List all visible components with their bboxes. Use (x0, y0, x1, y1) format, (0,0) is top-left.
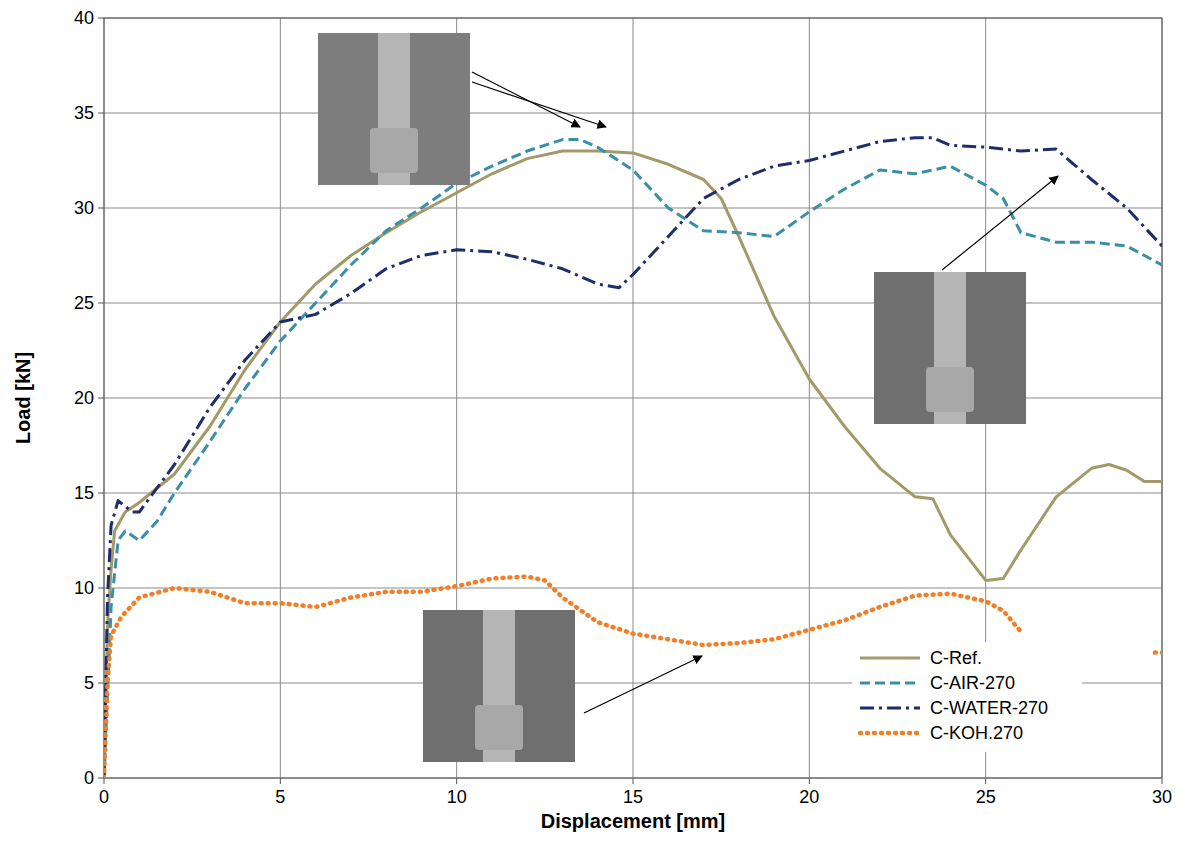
specimen-photo (874, 272, 1026, 424)
x-tick (280, 778, 281, 784)
y-tick-label: 5 (84, 673, 94, 693)
y-tick-label: 10 (74, 578, 94, 598)
legend-swatch (860, 682, 920, 685)
series-line (104, 140, 1162, 778)
x-tick-label: 5 (275, 787, 285, 807)
photo-bolt-head (926, 367, 974, 412)
x-tick-label: 10 (447, 787, 467, 807)
series-line (104, 577, 1162, 778)
specimen-photo (318, 33, 470, 185)
photo-background (423, 610, 575, 762)
legend-swatch (860, 731, 920, 736)
y-tick (98, 588, 104, 589)
y-grid (104, 588, 1162, 589)
x-tick (809, 778, 810, 784)
arrow (942, 176, 1058, 270)
photo-bolt-head (475, 705, 523, 750)
x-tick (633, 778, 634, 784)
y-tick (98, 303, 104, 304)
arrow (472, 82, 606, 127)
y-tick-label: 35 (74, 103, 94, 123)
y-tick (98, 208, 104, 209)
y-axis-title: Load [kN] (12, 352, 34, 444)
arrow (472, 72, 580, 127)
y-tick (98, 113, 104, 114)
x-tick (456, 778, 457, 784)
arrow (584, 656, 702, 713)
y-grid (104, 208, 1162, 209)
legend-swatch (860, 657, 920, 660)
x-tick (1162, 778, 1163, 784)
y-tick (98, 18, 104, 19)
y-grid (104, 113, 1162, 114)
y-tick (98, 778, 104, 779)
legend: C-Ref. C-AIR-270 C-WATER-270 C-KOH.270 (852, 642, 1082, 752)
photo-background (318, 33, 470, 185)
legend-label: C-Ref. (930, 648, 982, 668)
legend-label: C-WATER-270 (930, 698, 1048, 718)
specimen-photo (423, 610, 575, 762)
legend-label: C-AIR-270 (930, 673, 1015, 693)
x-tick (104, 778, 105, 784)
legend-swatch (860, 707, 920, 710)
x-tick-label: 20 (799, 787, 819, 807)
y-tick (98, 398, 104, 399)
y-tick-label: 0 (84, 768, 94, 788)
x-tick-label: 25 (976, 787, 996, 807)
y-tick (98, 683, 104, 684)
legend-label: C-KOH.270 (930, 723, 1023, 743)
series-line (104, 151, 1162, 778)
x-tick-label: 30 (1152, 787, 1172, 807)
chart: 0 5 10 15 20 25 30 0 5 10 15 20 25 30 35 40 Displacement… (0, 0, 1187, 861)
y-tick-label: 25 (74, 293, 94, 313)
x-tick-label: 0 (99, 787, 109, 807)
y-tick-label: 20 (74, 388, 94, 408)
legend-background (852, 642, 1082, 752)
x-tick (985, 778, 986, 784)
y-grid (104, 493, 1162, 494)
series-group (104, 138, 1162, 778)
plot-frame (104, 18, 1162, 778)
photo-bolt-head (370, 128, 418, 173)
y-tick-label: 15 (74, 483, 94, 503)
y-tick (98, 493, 104, 494)
y-tick-label: 40 (74, 8, 94, 28)
x-tick-label: 15 (623, 787, 643, 807)
x-axis-title: Displacement [mm] (541, 810, 726, 832)
y-tick-label: 30 (74, 198, 94, 218)
photo-background (874, 272, 1026, 424)
series-line (104, 138, 1162, 778)
